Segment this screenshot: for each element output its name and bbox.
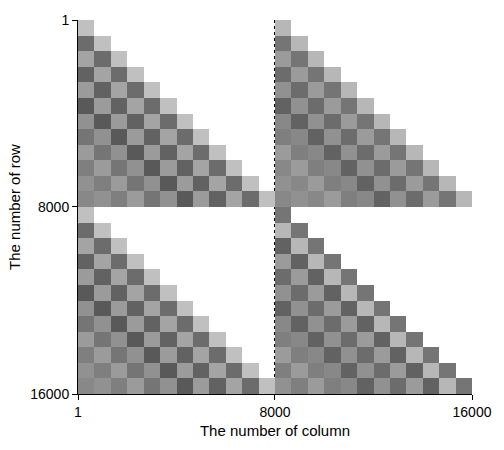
svg-text:1: 1 xyxy=(74,404,82,420)
svg-text:The number of row: The number of row xyxy=(6,144,23,270)
svg-text:8000: 8000 xyxy=(38,199,69,215)
svg-text:16000: 16000 xyxy=(30,386,69,402)
svg-text:8000: 8000 xyxy=(259,404,290,420)
svg-text:The number of column: The number of column xyxy=(200,422,350,439)
svg-text:1: 1 xyxy=(61,12,69,28)
svg-text:16000: 16000 xyxy=(453,404,492,420)
